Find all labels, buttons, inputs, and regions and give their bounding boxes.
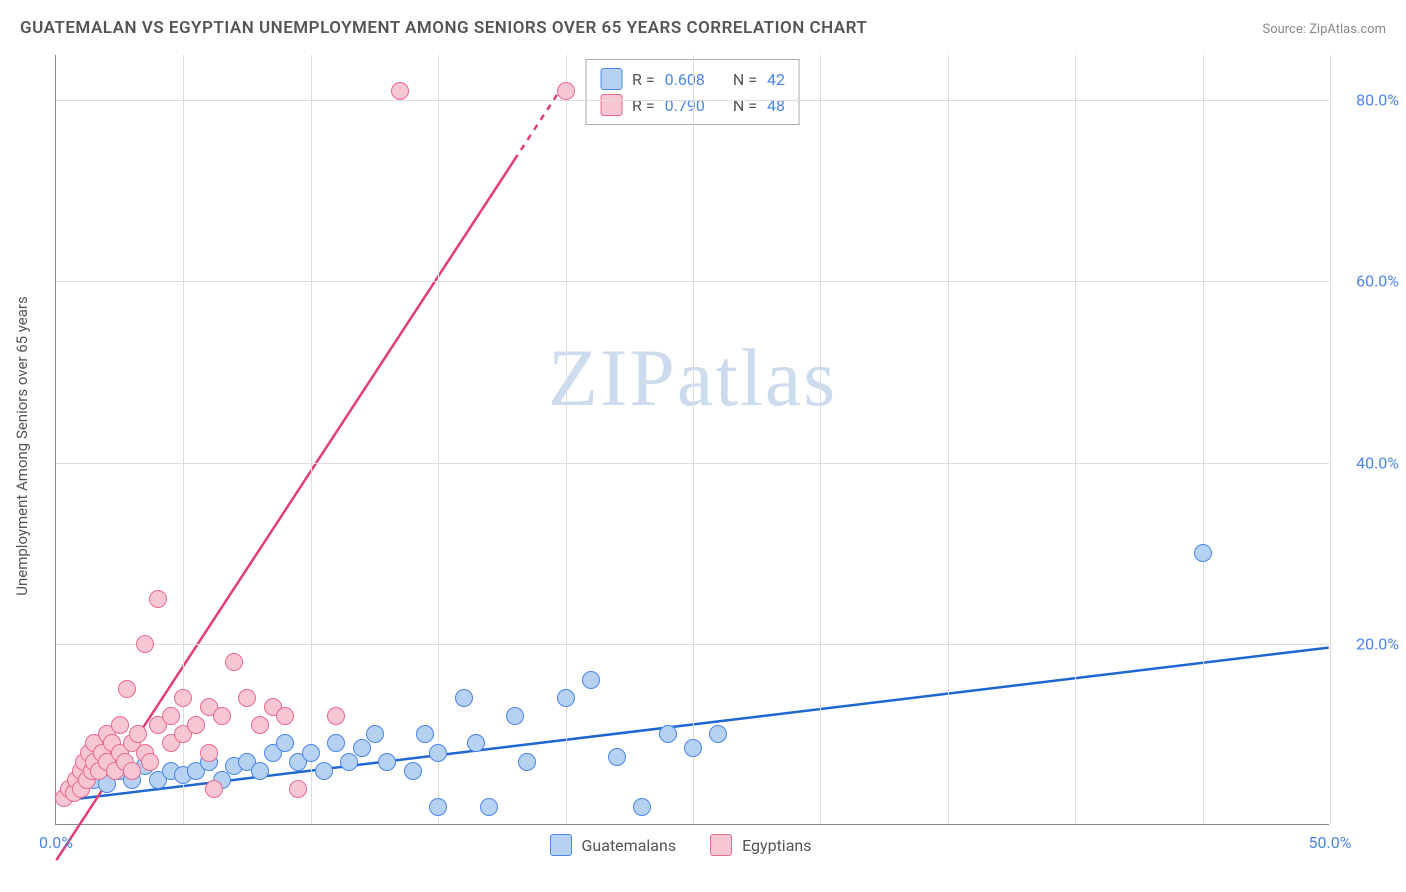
data-point	[659, 725, 677, 743]
r-label: R =	[632, 70, 655, 89]
n-value: 48	[767, 96, 785, 115]
chart-title: GUATEMALAN VS EGYPTIAN UNEMPLOYMENT AMON…	[20, 18, 867, 38]
data-point	[251, 762, 269, 780]
source-attribution: Source: ZipAtlas.com	[1262, 22, 1386, 37]
data-point	[200, 744, 218, 762]
data-point	[429, 744, 447, 762]
series-legend: Guatemalans Egyptians	[550, 834, 836, 856]
data-point	[162, 707, 180, 725]
r-value: 0.608	[665, 70, 705, 89]
legend-swatch	[600, 68, 622, 90]
data-point	[633, 798, 651, 816]
r-value: 0.790	[665, 96, 705, 115]
y-tick-label: 60.0%	[1339, 272, 1399, 291]
data-point	[327, 707, 345, 725]
data-point	[480, 798, 498, 816]
legend-swatch	[550, 834, 572, 856]
data-point	[289, 780, 307, 798]
n-value: 42	[767, 70, 785, 89]
data-point	[276, 707, 294, 725]
gridline-v	[311, 55, 312, 824]
y-tick-label: 40.0%	[1339, 453, 1399, 472]
data-point	[174, 689, 192, 707]
data-point	[141, 753, 159, 771]
n-label: N =	[733, 96, 757, 115]
data-point	[366, 725, 384, 743]
gridline-v	[820, 55, 821, 824]
data-point	[315, 762, 333, 780]
x-tick-label: 0.0%	[39, 833, 73, 852]
data-point	[455, 689, 473, 707]
data-point	[136, 635, 154, 653]
data-point	[118, 680, 136, 698]
data-point	[353, 739, 371, 757]
gridline-v	[1330, 55, 1331, 824]
gridline-v	[566, 55, 567, 824]
watermark-bold: ZIP	[548, 332, 677, 423]
data-point	[1194, 544, 1212, 562]
data-point	[582, 671, 600, 689]
data-point	[378, 753, 396, 771]
n-label: N =	[733, 70, 757, 89]
gridline-v	[438, 55, 439, 824]
data-point	[205, 780, 223, 798]
data-point	[557, 82, 575, 100]
data-point	[129, 725, 147, 743]
data-point	[404, 762, 422, 780]
data-point	[518, 753, 536, 771]
y-tick-label: 80.0%	[1339, 91, 1399, 110]
gridline-v	[693, 55, 694, 824]
watermark-thin: atlas	[677, 332, 837, 423]
data-point	[391, 82, 409, 100]
data-point	[429, 798, 447, 816]
gridline-v	[183, 55, 184, 824]
legend-swatch	[710, 834, 732, 856]
legend-series-label: Guatemalans	[582, 836, 677, 855]
legend-swatch	[600, 94, 622, 116]
scatter-plot: ZIPatlas R =0.608N =42R =0.790N =48 Guat…	[55, 55, 1329, 825]
data-point	[149, 590, 167, 608]
data-point	[416, 725, 434, 743]
gridline-v	[948, 55, 949, 824]
data-point	[340, 753, 358, 771]
data-point	[709, 725, 727, 743]
data-point	[225, 653, 243, 671]
data-point	[213, 707, 231, 725]
data-point	[238, 689, 256, 707]
data-point	[684, 739, 702, 757]
r-label: R =	[632, 96, 655, 115]
data-point	[608, 748, 626, 766]
data-point	[506, 707, 524, 725]
data-point	[123, 762, 141, 780]
data-point	[327, 734, 345, 752]
y-axis-label: Unemployment Among Seniors over 65 years	[13, 296, 31, 595]
data-point	[187, 716, 205, 734]
x-tick-label: 50.0%	[1309, 833, 1352, 852]
data-point	[111, 716, 129, 734]
data-point	[302, 744, 320, 762]
data-point	[557, 689, 575, 707]
legend-series-label: Egyptians	[742, 836, 811, 855]
data-point	[251, 716, 269, 734]
gridline-v	[1203, 55, 1204, 824]
data-point	[467, 734, 485, 752]
gridline-v	[1075, 55, 1076, 824]
data-point	[276, 734, 294, 752]
y-tick-label: 20.0%	[1339, 634, 1399, 653]
